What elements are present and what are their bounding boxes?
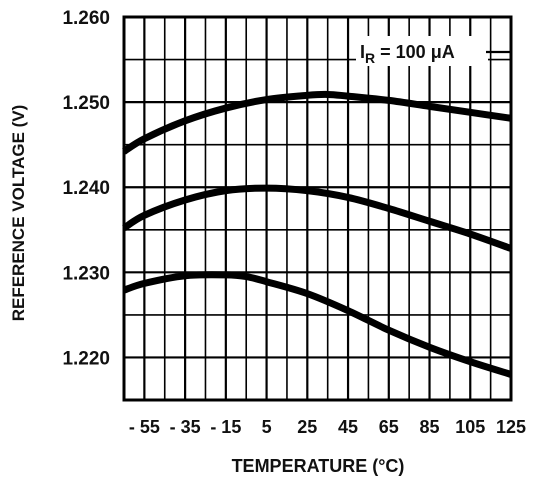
annotation-text: IR = 100 μA — [360, 42, 455, 66]
x-tick-label: - 15 — [210, 417, 241, 437]
series-line-2 — [122, 184, 513, 252]
grid — [122, 15, 513, 402]
x-tick-label: 85 — [420, 417, 440, 437]
y-tick-label: 1.240 — [62, 178, 110, 199]
tick-labels: 1.260 1.250 1.240 1.230 1.220 - 55 - 35 - 15 5 25… — [62, 8, 526, 437]
annotation-background — [356, 36, 488, 66]
y-tick-label: 1.250 — [62, 93, 110, 114]
series-group — [122, 90, 513, 378]
y-tick-label: 1.220 — [62, 348, 110, 369]
x-axis-label: TEMPERATURE (°C) — [232, 456, 405, 476]
series-line-1 — [122, 90, 512, 155]
x-tick-label: 5 — [262, 417, 272, 437]
x-tick-label: 125 — [496, 417, 526, 437]
x-tick-label: - 35 — [170, 417, 201, 437]
y-axis-label: REFERENCE VOLTAGE (V) — [9, 105, 28, 322]
x-tick-label: 65 — [379, 417, 399, 437]
y-tick-label: 1.260 — [62, 8, 110, 29]
series-line-3 — [122, 271, 513, 378]
x-tick-label: 45 — [338, 417, 358, 437]
x-tick-label: 25 — [297, 417, 317, 437]
x-tick-label: 105 — [455, 417, 485, 437]
annotation-group: IR = 100 μA — [356, 36, 511, 66]
x-tick-label: - 55 — [129, 417, 160, 437]
y-tick-label: 1.230 — [62, 263, 110, 284]
plot-frame — [122, 15, 513, 402]
